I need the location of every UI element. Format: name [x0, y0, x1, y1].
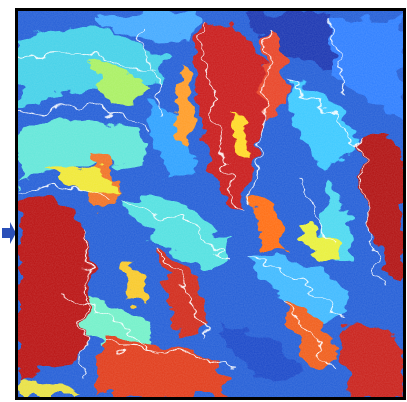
grain-map — [18, 11, 403, 397]
pointer-arrow — [2, 222, 16, 244]
page — [0, 0, 407, 402]
grain-map-figure — [0, 0, 407, 402]
texture — [18, 11, 403, 397]
